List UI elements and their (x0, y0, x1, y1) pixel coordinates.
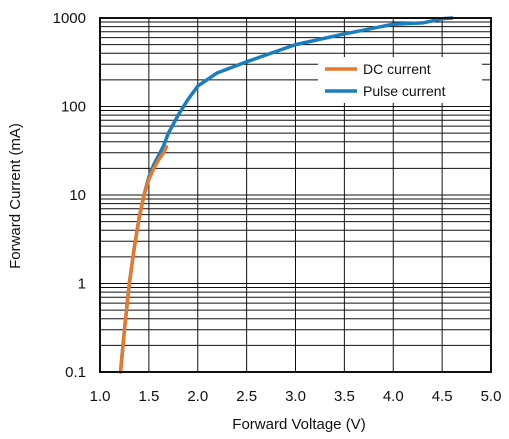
x-tick-labels: 1.0 1.5 2.0 2.5 3.0 3.5 4.0 4.5 5.0 (90, 388, 502, 405)
legend-box (318, 57, 482, 103)
y-axis-title: Forward Current (mA) (7, 123, 24, 269)
y-tick-label: 1 (78, 276, 86, 293)
x-tick-label: 1.0 (90, 388, 111, 405)
x-tick-label: 3.5 (334, 388, 355, 405)
x-tick-label: 4.0 (383, 388, 404, 405)
series-line-dc-current (118, 145, 169, 374)
x-tick-label: 4.5 (432, 388, 453, 405)
x-axis-title: Forward Voltage (V) (232, 416, 365, 433)
legend-label: DC current (363, 61, 431, 77)
x-tick-label: 3.0 (285, 388, 306, 405)
x-tick-label: 1.5 (138, 388, 159, 405)
plot-frame (99, 17, 492, 373)
x-tick-label: 2.5 (236, 388, 257, 405)
y-tick-label: 1000 (53, 10, 86, 27)
y-tick-label: 0.1 (65, 364, 86, 381)
legend: DC current Pulse current (318, 57, 482, 103)
y-tick-labels: 0.1 1 10 100 1000 (53, 10, 86, 381)
y-tick-label: 10 (69, 187, 86, 204)
series-lines (118, 16, 454, 374)
x-tick-label: 2.0 (187, 388, 208, 405)
x-tick-label: 5.0 (481, 388, 502, 405)
y-tick-label: 100 (61, 99, 86, 116)
legend-label: Pulse current (363, 83, 446, 99)
